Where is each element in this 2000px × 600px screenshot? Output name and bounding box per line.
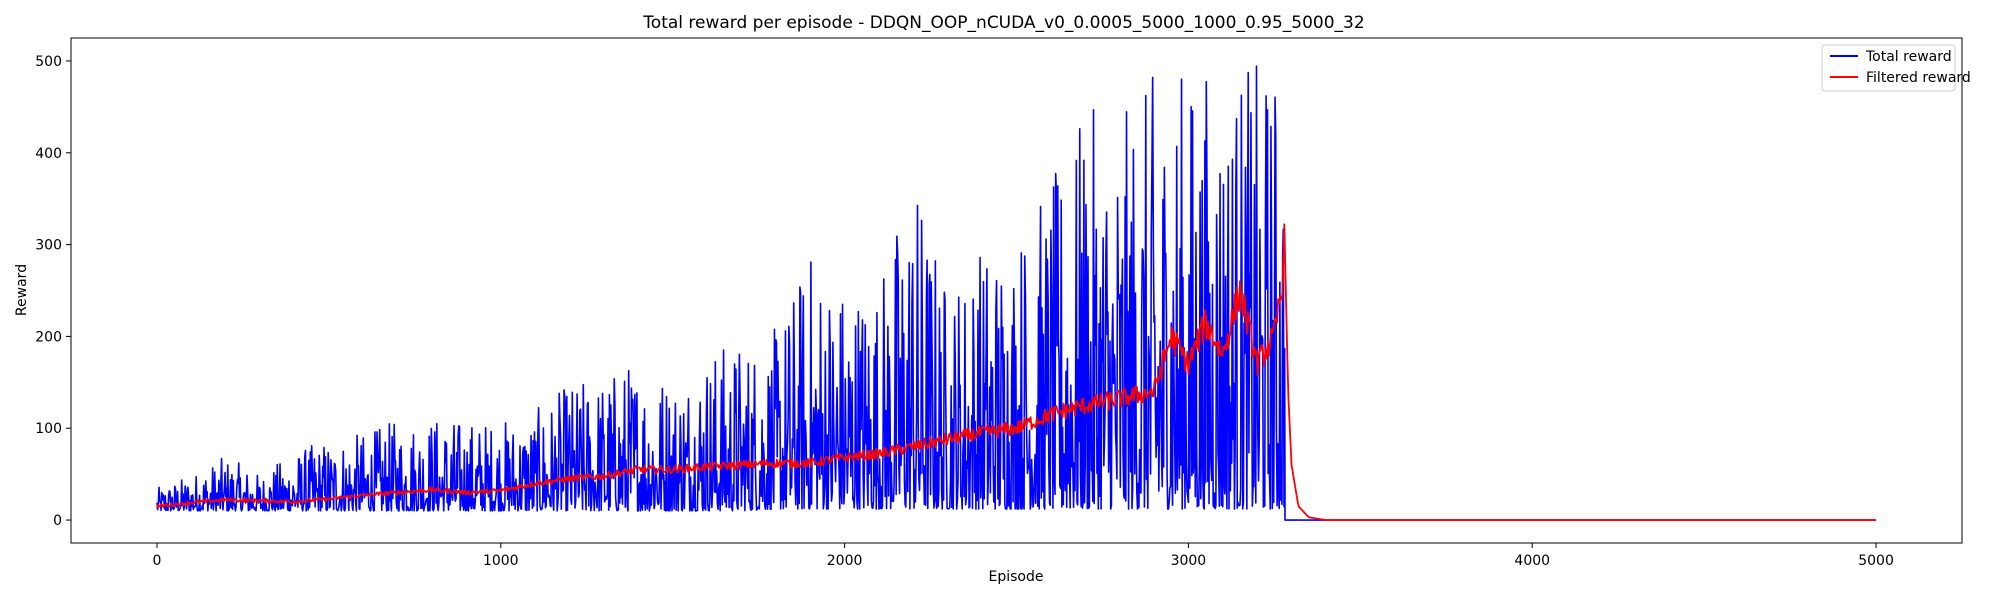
y-axis: 0 100 200 300 400 500 bbox=[35, 54, 71, 529]
legend: Total reward Filtered reward bbox=[1821, 44, 1971, 92]
x-axis-label: Episode bbox=[989, 569, 1044, 585]
series-line-filtered-reward bbox=[156, 223, 1876, 521]
x-tick-label: 4000 bbox=[1514, 553, 1550, 569]
series-line-total-reward bbox=[156, 65, 1877, 521]
legend-label-total-reward: Total reward bbox=[1865, 49, 1952, 65]
x-tick-label: 2000 bbox=[827, 553, 863, 569]
y-tick-label: 300 bbox=[35, 238, 62, 254]
legend-label-filtered-reward: Filtered reward bbox=[1866, 70, 1971, 86]
x-axis: 0 1000 2000 3000 4000 5000 bbox=[152, 543, 1894, 569]
chart-title: Total reward per episode - DDQN_OOP_nCUD… bbox=[642, 13, 1364, 33]
x-tick-label: 1000 bbox=[483, 553, 519, 569]
y-tick-label: 400 bbox=[35, 146, 62, 162]
y-tick-label: 100 bbox=[35, 421, 62, 437]
y-axis-label: Reward bbox=[14, 264, 30, 316]
plot-area bbox=[156, 65, 1877, 521]
x-tick-label: 0 bbox=[152, 553, 161, 569]
y-tick-label: 200 bbox=[35, 329, 62, 345]
x-tick-label: 5000 bbox=[1858, 553, 1894, 569]
plot-frame bbox=[70, 37, 1963, 544]
y-tick-label: 0 bbox=[53, 513, 62, 529]
y-tick-label: 500 bbox=[35, 54, 62, 70]
x-tick-label: 3000 bbox=[1171, 553, 1207, 569]
